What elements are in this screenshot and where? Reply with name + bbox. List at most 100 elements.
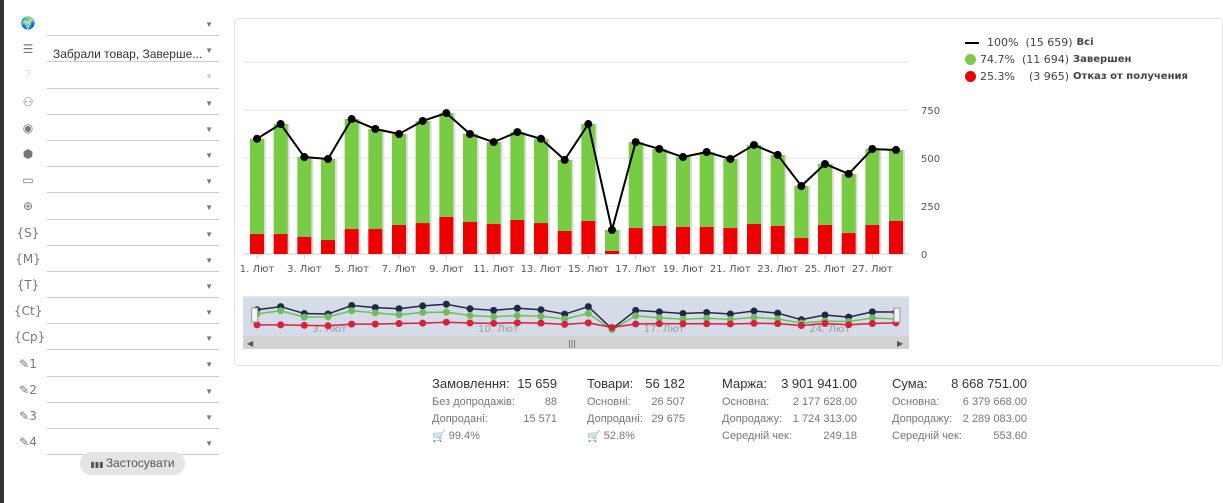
chevron-down-icon: ▼ (205, 255, 213, 265)
navigator-point (253, 321, 261, 329)
legend-item[interactable]: 74.7% (11 694) Завершен (965, 51, 1188, 68)
total-point (750, 140, 758, 149)
navigator-series-line (256, 310, 897, 331)
total-point (537, 134, 545, 143)
navigator-handle[interactable] (893, 307, 901, 323)
bar-refused (818, 225, 832, 254)
summary-row-label: Допродані: (587, 413, 643, 425)
summary-row-value: 249.18 (823, 430, 857, 442)
bar-refused (794, 238, 809, 254)
x-tick-label: 9. Лют (429, 264, 464, 275)
total-point (608, 226, 616, 234)
hierarchy-icon: ⚇ (22, 94, 34, 109)
filter-select[interactable]: ▼ (47, 324, 219, 351)
filter-select[interactable]: ▼ (47, 141, 219, 168)
m-tag-icon: {M} (15, 251, 41, 266)
total-point (276, 120, 285, 129)
summary-label: Замовлення: (432, 376, 510, 391)
dot-marker-icon (965, 54, 976, 65)
navigator-point (868, 314, 876, 322)
bar-refused (841, 233, 856, 254)
chevron-down-icon: ▼ (205, 150, 213, 160)
navigator-point (490, 319, 498, 327)
summary-column: Сума: 8 668 751.00 Основна: 6 379 668.00 Доп… (892, 376, 1027, 447)
left-edge-bar (0, 0, 4, 503)
navigator-point (726, 310, 734, 318)
navigator-point (371, 304, 379, 312)
total-point (655, 144, 664, 153)
legend-sep (1018, 36, 1025, 49)
bar-refused (699, 226, 714, 254)
x-tick-label: 7. Лют (382, 264, 417, 275)
bar-completed (747, 144, 761, 225)
filter-select[interactable]: Забрали товар, Заверше... ▼ (47, 36, 219, 63)
summary-column: Товари: 56 182 Основні: 26 507 Допродані: 29 … (587, 376, 685, 447)
x-tick-label: 27. Лют (852, 264, 893, 275)
bar-refused (439, 216, 454, 254)
filter-row: ⚇ ▼ (14, 89, 219, 115)
chevron-down-icon: ▼ (205, 412, 213, 422)
scroll-right-arrow-icon[interactable]: ▶ (897, 339, 904, 348)
filter-select[interactable]: ▼ (47, 246, 219, 272)
bar-completed (652, 148, 667, 226)
chevron-down-icon: ▼ (205, 98, 213, 108)
filter-select[interactable]: ▼ (47, 350, 219, 377)
x-tick-label: 25. Лют (805, 264, 846, 275)
navigator-point (774, 309, 782, 317)
navigator-point (726, 320, 734, 328)
filter-select[interactable]: ▼ (47, 220, 219, 246)
navigator-series-line (257, 321, 897, 329)
total-point (489, 138, 498, 147)
bar-completed (273, 124, 288, 235)
question-icon: ? (24, 68, 32, 83)
total-point (347, 115, 356, 124)
bar-refused (510, 220, 525, 254)
bar-refused (486, 224, 501, 254)
legend-name: Всі (1076, 37, 1094, 48)
summary-row-value: 553.60 (993, 430, 1027, 442)
scroll-left-arrow-icon[interactable]: ◀ (247, 339, 254, 348)
filter-row: ✎1 ▼ (14, 350, 219, 377)
chevron-down-icon: ▼ (205, 72, 213, 82)
legend-name: Отказ от получения (1073, 71, 1188, 82)
navigator-point (348, 302, 356, 310)
filter-select[interactable]: ▼ (47, 167, 219, 194)
apply-button[interactable]: ▮▮▮ Застосувати (80, 452, 185, 475)
legend-item[interactable]: 100% (15 659) Всі (965, 34, 1188, 51)
summary-value: 15 659 (517, 376, 557, 391)
filter-select[interactable]: ▼ (47, 10, 219, 37)
navigator-point (513, 319, 521, 327)
filter-row: 🌍 ▼ (14, 10, 219, 37)
legend-count: (3 965) (1021, 70, 1070, 83)
x-tick-label: 17. Лют (615, 264, 656, 275)
navigator-point (277, 307, 285, 315)
x-tick-label: 5. Лют (334, 264, 369, 275)
bar-completed (510, 132, 525, 221)
summary-column: Маржа: 3 901 941.00 Основна: 2 177 628.00 До… (722, 376, 857, 447)
navigator-handle[interactable] (251, 307, 259, 323)
legend-item[interactable]: 25.3% (3 965) Отказ от получения (965, 68, 1188, 85)
navigator-label: 24. Лют (809, 324, 850, 335)
upsell-percent: 52.8% (603, 430, 635, 442)
filter-select[interactable]: ▼ (47, 89, 219, 115)
total-point (466, 130, 474, 138)
summary-row-label: Основні: (587, 396, 631, 408)
navigator-point (584, 319, 592, 327)
filter-select[interactable]: ▼ (47, 193, 219, 220)
filter-select[interactable]: ▼ (47, 298, 219, 325)
bar-refused (605, 250, 619, 254)
filter-select[interactable]: ▼ (47, 115, 219, 141)
summary-row-label: Середній чек: (892, 430, 962, 442)
filter-select[interactable]: ▼ (47, 377, 219, 403)
navigator-point (277, 321, 285, 329)
filter-row: ⊕ ▼ (14, 193, 219, 220)
summary-row-value: 6 379 668.00 (962, 396, 1027, 408)
filter-select[interactable]: ▼ (47, 403, 219, 429)
total-point (726, 154, 735, 163)
filter-select[interactable]: ▼ (47, 272, 219, 299)
bar-completed (368, 129, 383, 230)
legend-count: (11 694) (1021, 53, 1070, 66)
total-point (844, 169, 853, 178)
bar-refused (628, 228, 643, 254)
navigator-scrollbar[interactable] (243, 336, 909, 349)
